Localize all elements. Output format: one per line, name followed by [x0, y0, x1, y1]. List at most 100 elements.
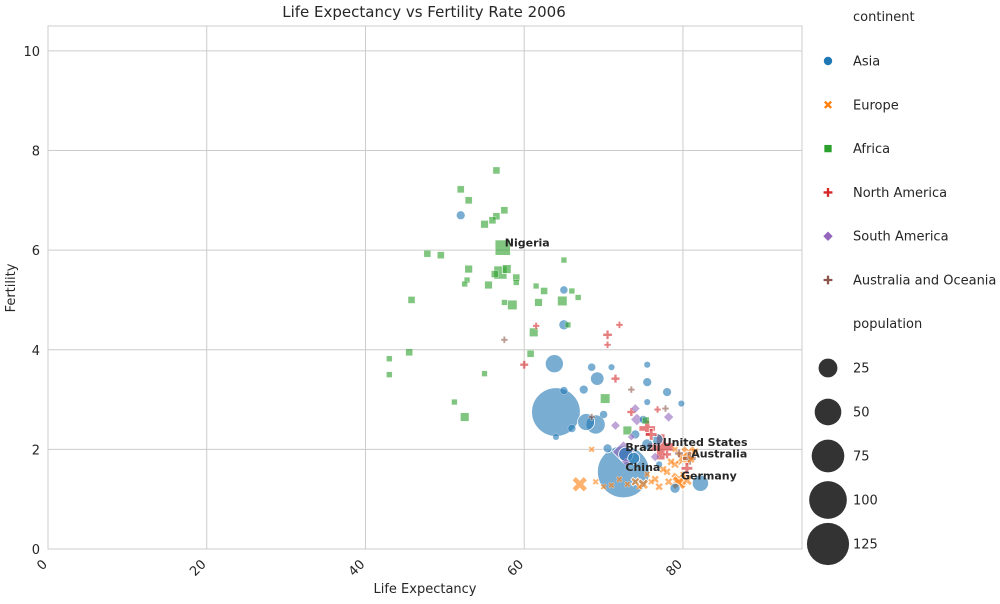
data-point — [437, 251, 445, 259]
legend-marker — [823, 144, 833, 154]
legend-size-marker — [806, 522, 850, 566]
data-point — [423, 250, 431, 258]
legend: continent population Asia Europe Africa Nor… — [806, 10, 996, 566]
x-tick-label: 60 — [505, 557, 527, 579]
data-point — [608, 481, 615, 489]
legend-entry-label: Europe — [853, 98, 899, 113]
data-point — [666, 457, 676, 466]
data-point — [616, 475, 623, 483]
data-point — [507, 299, 518, 311]
x-tick-label: 0 — [34, 557, 50, 573]
data-point — [533, 283, 540, 289]
data-point — [571, 475, 589, 493]
data-point — [451, 399, 458, 406]
data-point — [386, 371, 393, 378]
data-point — [534, 298, 543, 307]
data-point — [484, 280, 493, 290]
data-point — [655, 482, 664, 491]
data-point — [669, 482, 681, 494]
data-point — [494, 239, 511, 256]
data-point — [627, 407, 636, 417]
point-label: China — [625, 461, 660, 474]
point-label: Germany — [681, 469, 737, 482]
x-axis-ticks: 0 20 40 60 80 — [34, 557, 685, 579]
data-point — [662, 387, 673, 398]
data-point — [457, 185, 465, 193]
data-point — [644, 428, 658, 441]
data-point — [600, 483, 607, 491]
data-point — [662, 411, 675, 423]
y-axis-label: Fertility — [4, 263, 19, 312]
data-point — [528, 327, 539, 338]
point-label: Brazil — [625, 441, 660, 454]
data-point — [642, 416, 650, 425]
data-point — [604, 341, 612, 349]
data-point — [560, 257, 567, 264]
legend-size-marker — [811, 439, 845, 473]
x-tick-label: 40 — [346, 557, 368, 579]
data-point — [674, 449, 684, 458]
data-point — [587, 363, 596, 372]
point-label: Australia — [691, 447, 747, 460]
data-point — [647, 478, 655, 486]
data-point — [622, 425, 633, 436]
data-point — [661, 405, 670, 413]
data-point — [559, 285, 568, 295]
data-point — [608, 363, 615, 371]
point-label: United States — [663, 436, 748, 449]
data-point — [526, 350, 535, 358]
x-tick-label: 20 — [187, 557, 209, 579]
data-point — [599, 410, 608, 419]
data-point — [564, 321, 571, 328]
point-label: Nigeria — [505, 237, 550, 250]
legend-size-title: population — [853, 317, 922, 332]
data-point — [610, 420, 621, 431]
data-point — [643, 361, 651, 369]
y-tick-label: 6 — [32, 244, 40, 259]
legend-size-label: 25 — [853, 362, 870, 377]
data-point — [567, 424, 576, 433]
data-point — [500, 206, 508, 214]
data-point — [588, 413, 596, 421]
y-axis-ticks: 0 2 4 6 8 10 — [23, 45, 40, 558]
data-point — [615, 321, 623, 329]
y-tick-label: 2 — [32, 443, 40, 458]
legend-entry-label: Australia and Oceania — [853, 274, 996, 289]
x-tick-label: 80 — [663, 557, 685, 579]
legend-entry-label: South America — [853, 230, 949, 245]
data-point — [519, 360, 529, 369]
data-point — [650, 452, 660, 462]
data-point — [559, 386, 568, 395]
data-point — [686, 455, 695, 464]
data-point — [627, 451, 641, 465]
legend-entry-label: Asia — [853, 55, 880, 70]
data-point — [679, 470, 687, 478]
data-point — [680, 462, 694, 475]
legend-marker — [822, 274, 834, 286]
data-point — [627, 386, 635, 394]
data-point — [690, 447, 699, 456]
data-point — [513, 279, 520, 286]
y-tick-label: 10 — [23, 45, 40, 60]
data-point — [544, 354, 564, 374]
legend-size-label: 100 — [853, 494, 878, 509]
legend-size-marker — [818, 358, 838, 378]
legend-hue-title: continent — [853, 10, 915, 25]
data-point — [488, 216, 497, 224]
data-point — [627, 433, 636, 441]
data-point — [630, 403, 641, 414]
x-axis-label: Life Expectancy — [373, 582, 476, 597]
legend-entry-label: North America — [853, 186, 947, 201]
legend-entry-label: Africa — [853, 142, 890, 157]
chart-title: Life Expectancy vs Fertility Rate 2006 — [282, 3, 566, 21]
data-point — [461, 281, 468, 287]
data-point — [578, 384, 589, 395]
data-point — [641, 438, 654, 451]
data-point — [492, 166, 501, 175]
data-point — [643, 398, 651, 406]
legend-marker — [822, 187, 834, 198]
legend-size-label: 125 — [853, 538, 878, 553]
data-point — [592, 478, 600, 486]
